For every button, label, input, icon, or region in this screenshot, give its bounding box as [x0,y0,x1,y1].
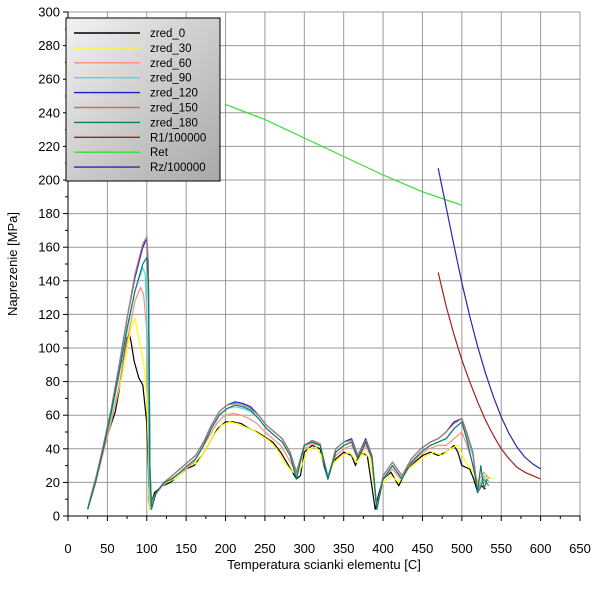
series-line-rz-100000 [437,168,541,470]
y-tick-label: 60 [46,408,60,423]
tick-labels: 0 20 40 60 80 100 120 140 160 180 200 220 240 260 280 3… [38,5,591,557]
y-tick-label: 260 [38,72,60,87]
x-tick-label: 550 [490,541,512,556]
y-tick-label: 140 [38,273,60,288]
x-tick-label: 300 [293,541,315,556]
series-layer [87,103,541,510]
y-tick-label: 300 [38,5,60,20]
legend-label: zred_0 [150,28,185,40]
series-line-zred-180 [87,256,488,510]
x-tick-label: 600 [530,541,552,556]
x-tick-label: 350 [333,541,355,556]
legend: zred_0 zred_30 zred_60 zred_90 zred_120 zred_… [65,17,221,182]
y-axis-title: Naprezenie [MPa] [5,212,20,316]
legend-label: zred_60 [150,58,192,70]
legend-label: zred_90 [150,73,192,85]
legend-label: zred_150 [150,103,198,115]
legend-label: R1/100000 [150,132,206,144]
x-tick-label: 200 [215,541,237,556]
y-tick-label: 220 [38,139,60,154]
y-tick-label: 160 [38,240,60,255]
y-tick-label: 0 [53,509,60,524]
y-tick-label: 200 [38,173,60,188]
x-tick-label: 650 [569,541,591,556]
legend-box [65,17,221,182]
x-axis-title: Temperatura scianki elementu [C] [227,557,421,572]
legend-label: zred_120 [150,88,198,100]
series-line-zred-0 [87,334,486,510]
y-tick-label: 240 [38,105,60,120]
x-tick-label: 400 [372,541,394,556]
legend-label: Ret [150,147,169,159]
grid [67,11,581,517]
x-tick-label: 100 [136,541,158,556]
x-tick-label: 500 [451,541,473,556]
y-tick-label: 20 [46,475,60,490]
y-tick-label: 100 [38,341,60,356]
y-tick-label: 180 [38,206,60,221]
x-tick-label: 450 [412,541,434,556]
x-tick-label: 150 [175,541,197,556]
legend-label: Rz/100000 [150,162,206,174]
y-tick-label: 40 [46,441,60,456]
series-line-ret [225,103,462,206]
x-tick-label: 50 [100,541,114,556]
y-tick-label: 120 [38,307,60,322]
y-tick-label: 80 [46,374,60,389]
x-tick-label: 250 [254,541,276,556]
y-tick-label: 280 [38,38,60,53]
x-tick-label: 0 [64,541,71,556]
series-line-zred-30 [87,317,494,510]
legend-label: zred_180 [150,117,198,129]
series-line-r1-100000 [437,272,541,480]
legend-label: zred_30 [150,43,192,55]
